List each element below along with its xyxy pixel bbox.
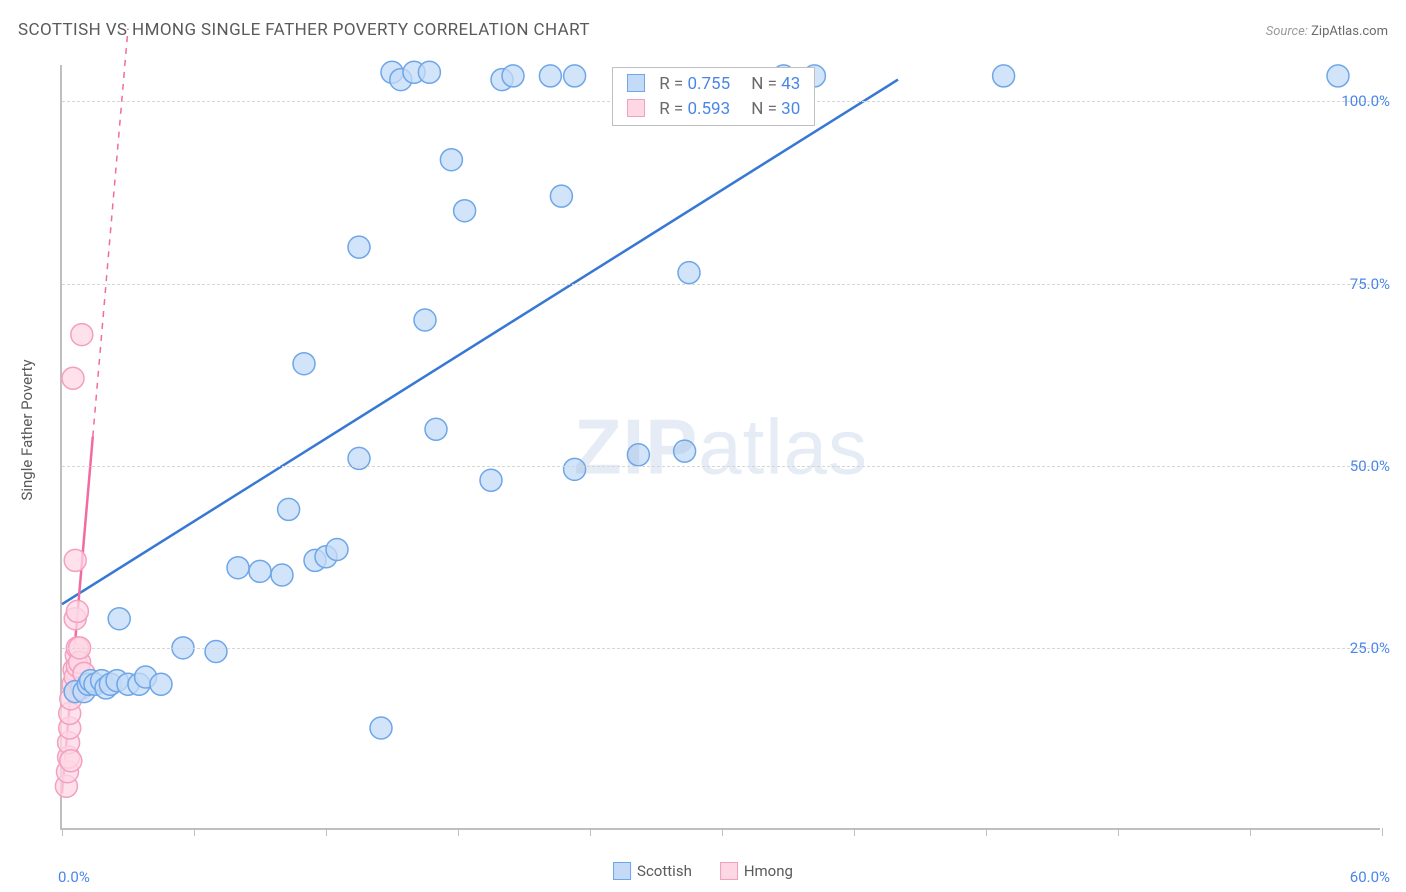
x-tick — [722, 828, 723, 836]
gridline — [62, 466, 1380, 467]
n-label: N = — [751, 99, 781, 119]
legend-swatch-scottish-icon — [613, 862, 631, 880]
x-tick — [590, 828, 591, 836]
stats-legend-box: R = 0.755 N = 43 R = 0.593 N = 30 — [612, 67, 815, 126]
source: Source: ZipAtlas.com — [1266, 24, 1388, 39]
y-tick-label: 50.0% — [1350, 457, 1390, 475]
scottish-r-value: 0.755 — [687, 74, 730, 94]
x-tick — [194, 828, 195, 836]
n-label: N = — [751, 74, 781, 94]
x-tick — [326, 828, 327, 836]
legend-label-scottish: Scottish — [637, 862, 692, 880]
stats-row-scottish: R = 0.755 N = 43 — [627, 72, 800, 97]
plot-svg — [62, 65, 1380, 828]
x-tick — [854, 828, 855, 836]
stats-row-hmong: R = 0.593 N = 30 — [627, 97, 800, 122]
hmong-r-value: 0.593 — [687, 99, 730, 119]
x-tick-label-max: 60.0% — [1350, 868, 1390, 886]
legend-item-scottish: Scottish — [613, 862, 692, 880]
legend-label-hmong: Hmong — [744, 862, 793, 880]
legend-swatch-hmong-icon — [720, 862, 738, 880]
legend-item-hmong: Hmong — [720, 862, 793, 880]
gridline — [62, 284, 1380, 285]
x-tick — [1382, 828, 1383, 836]
scottish-n-value: 43 — [781, 74, 800, 94]
swatch-hmong-icon — [627, 99, 645, 117]
bottom-legend: Scottish Hmong — [613, 862, 793, 880]
x-tick — [62, 828, 63, 836]
x-tick — [986, 828, 987, 836]
x-tick — [1250, 828, 1251, 836]
y-tick-label: 25.0% — [1350, 639, 1390, 657]
x-tick — [458, 828, 459, 836]
source-value: ZipAtlas.com — [1311, 24, 1388, 39]
gridline — [62, 648, 1380, 649]
y-tick-label: 75.0% — [1350, 275, 1390, 293]
r-label: R = — [659, 99, 687, 119]
y-tick-label: 100.0% — [1341, 92, 1390, 110]
plot-area: ZIPatlas R = 0.755 N = 43 R = 0.593 N = … — [60, 65, 1380, 830]
source-label: Source: — [1266, 24, 1311, 39]
swatch-scottish-icon — [627, 74, 645, 92]
x-tick-label-min: 0.0% — [58, 868, 90, 886]
y-axis-label: Single Father Poverty — [18, 359, 36, 500]
x-tick — [1118, 828, 1119, 836]
r-label: R = — [659, 74, 687, 94]
chart-title: SCOTTISH VS HMONG SINGLE FATHER POVERTY … — [18, 20, 590, 40]
hmong-n-value: 30 — [781, 99, 800, 119]
